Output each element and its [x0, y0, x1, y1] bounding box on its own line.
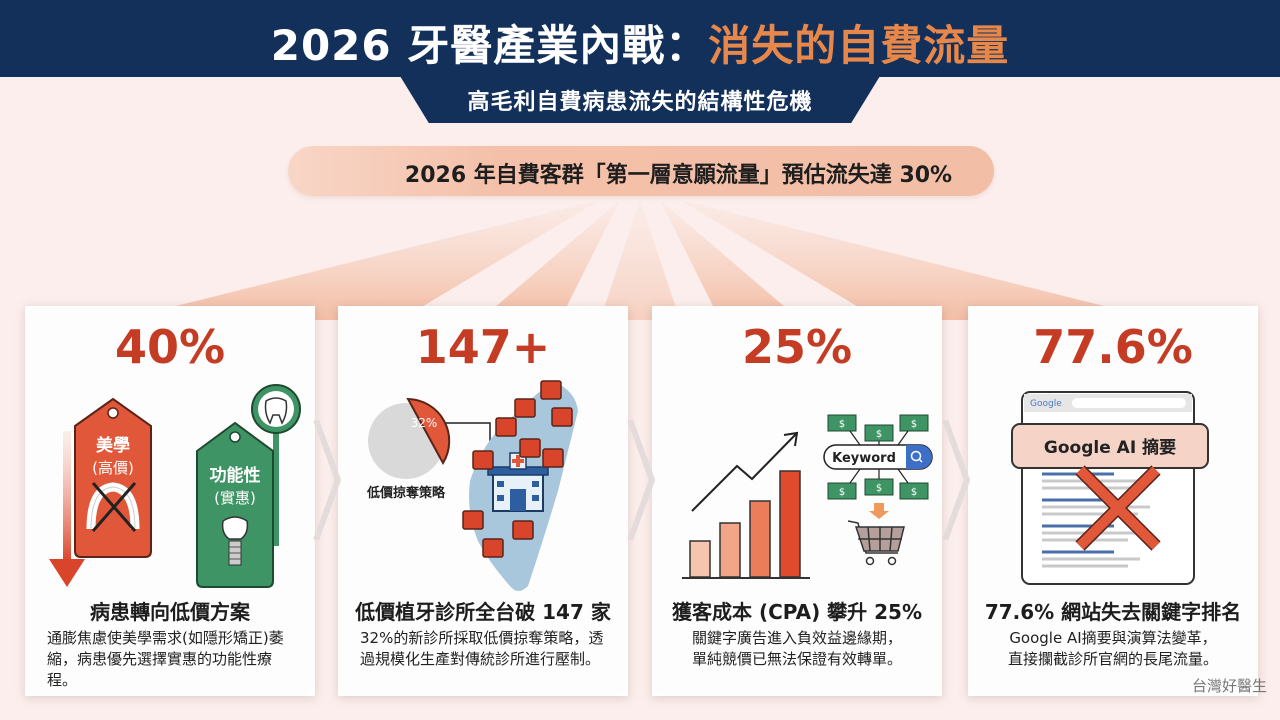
money-icon: [827, 414, 929, 500]
svg-text:(高價): (高價): [92, 459, 134, 477]
banner-pill: [288, 146, 994, 196]
price-tags-illustration: 美學 (高價) 功能性 (實惠): [49, 384, 301, 588]
svg-text:32%: 32%: [411, 416, 438, 430]
cross-icon: [1075, 465, 1161, 551]
watermark: 台灣好醫生: [1192, 677, 1268, 695]
stat-value: 40%: [114, 320, 226, 374]
card-heading: 低價植牙診所全台破 147 家: [355, 600, 611, 624]
price-tag-icon: 功能性 (實惠): [196, 421, 274, 588]
pie-chart-icon: 32% 低價掠奪策略: [366, 397, 491, 501]
stat-card-cpa: 25% $ $ $ $ $ $: [652, 306, 942, 696]
stat-value: 25%: [741, 320, 853, 374]
stat-value: 77.6%: [1033, 320, 1193, 374]
svg-text:(實惠): (實惠): [214, 489, 256, 507]
title-accent: 消失的自費流量: [708, 21, 1010, 70]
trend-arrow-icon: [691, 431, 799, 512]
aligner-crossed-icon: [86, 482, 140, 532]
svg-text:$: $: [876, 429, 882, 440]
card-description: 32%的新診所採取低價掠奪策略，透過規模化生產對傳統診所進行壓制。: [360, 629, 604, 668]
stat-value: 147+: [415, 320, 551, 374]
svg-text:美學: 美學: [96, 435, 130, 456]
card-heading: 獲客成本 (CPA) 攀升 25%: [671, 600, 923, 624]
implant-icon: [221, 516, 249, 566]
svg-text:$: $: [876, 483, 882, 494]
bar-chart-icon: [682, 470, 810, 579]
svg-text:$: $: [911, 487, 917, 498]
svg-text:Keyword: Keyword: [832, 451, 896, 466]
google-ai-illustration: Google Google AI 摘要: [1011, 391, 1209, 585]
stat-card-google-ai: 77.6% Google Google AI 摘要: [968, 306, 1258, 696]
stat-card-patients: 40% 美學 (高價): [25, 306, 315, 696]
stat-card-clinics: 147+ 32% 低價掠奪策略: [338, 306, 628, 696]
card-heading: 77.6% 網站失去關鍵字排名: [984, 600, 1242, 624]
banner-text: 2026 年自費客群「第一層意願流量」預估流失達 30%: [404, 163, 953, 188]
card-description: Google AI摘要與演算法變革， 直接攔截診所官網的長尾流量。: [1007, 629, 1218, 668]
svg-text:Google AI 摘要: Google AI 摘要: [1044, 437, 1176, 458]
shopping-cart-icon: [847, 520, 905, 566]
hospital-icon: [487, 452, 549, 512]
header-bar: [0, 0, 1280, 77]
card-description: 通膨焦慮使美學需求(如隱形矯正)萎縮，病患優先選擇實惠的功能性療程。: [47, 629, 284, 689]
card-description: 關鍵字廣告進入負效益邊緣期， 單純競價已無法保證有效轉單。: [691, 629, 902, 668]
chevron-connector-icon: [942, 420, 971, 540]
svg-text:$: $: [839, 487, 845, 498]
svg-text:Google: Google: [1030, 399, 1062, 409]
price-tag-icon: 美學 (高價): [74, 397, 152, 558]
sunburst-rays: [120, 200, 1160, 320]
svg-text:$: $: [839, 419, 845, 430]
chevron-connector-icon: [627, 420, 656, 540]
page-subtitle: 高毛利自費病患流失的結構性危機: [467, 90, 813, 115]
card-heading: 病患轉向低價方案: [90, 600, 250, 624]
taiwan-map-illustration: 32% 低價掠奪策略: [366, 380, 578, 591]
down-arrow-icon: [49, 431, 85, 587]
tooth-icon: [251, 384, 301, 546]
browser-window-icon: Google: [1021, 391, 1195, 585]
svg-text:低價掠奪策略: 低價掠奪策略: [366, 485, 446, 501]
page-title: 2026 牙醫產業內戰：消失的自費流量: [270, 21, 1010, 70]
svg-text:$: $: [911, 419, 917, 430]
cpa-illustration: $ $ $ $ $ $ Keyword: [682, 414, 933, 579]
svg-text:功能性: 功能性: [210, 465, 261, 486]
subtitle-tab: [400, 76, 880, 123]
search-icon: Keyword: [823, 444, 933, 470]
chevron-connector-icon: [313, 420, 342, 540]
devil-face-icon: [462, 380, 573, 558]
